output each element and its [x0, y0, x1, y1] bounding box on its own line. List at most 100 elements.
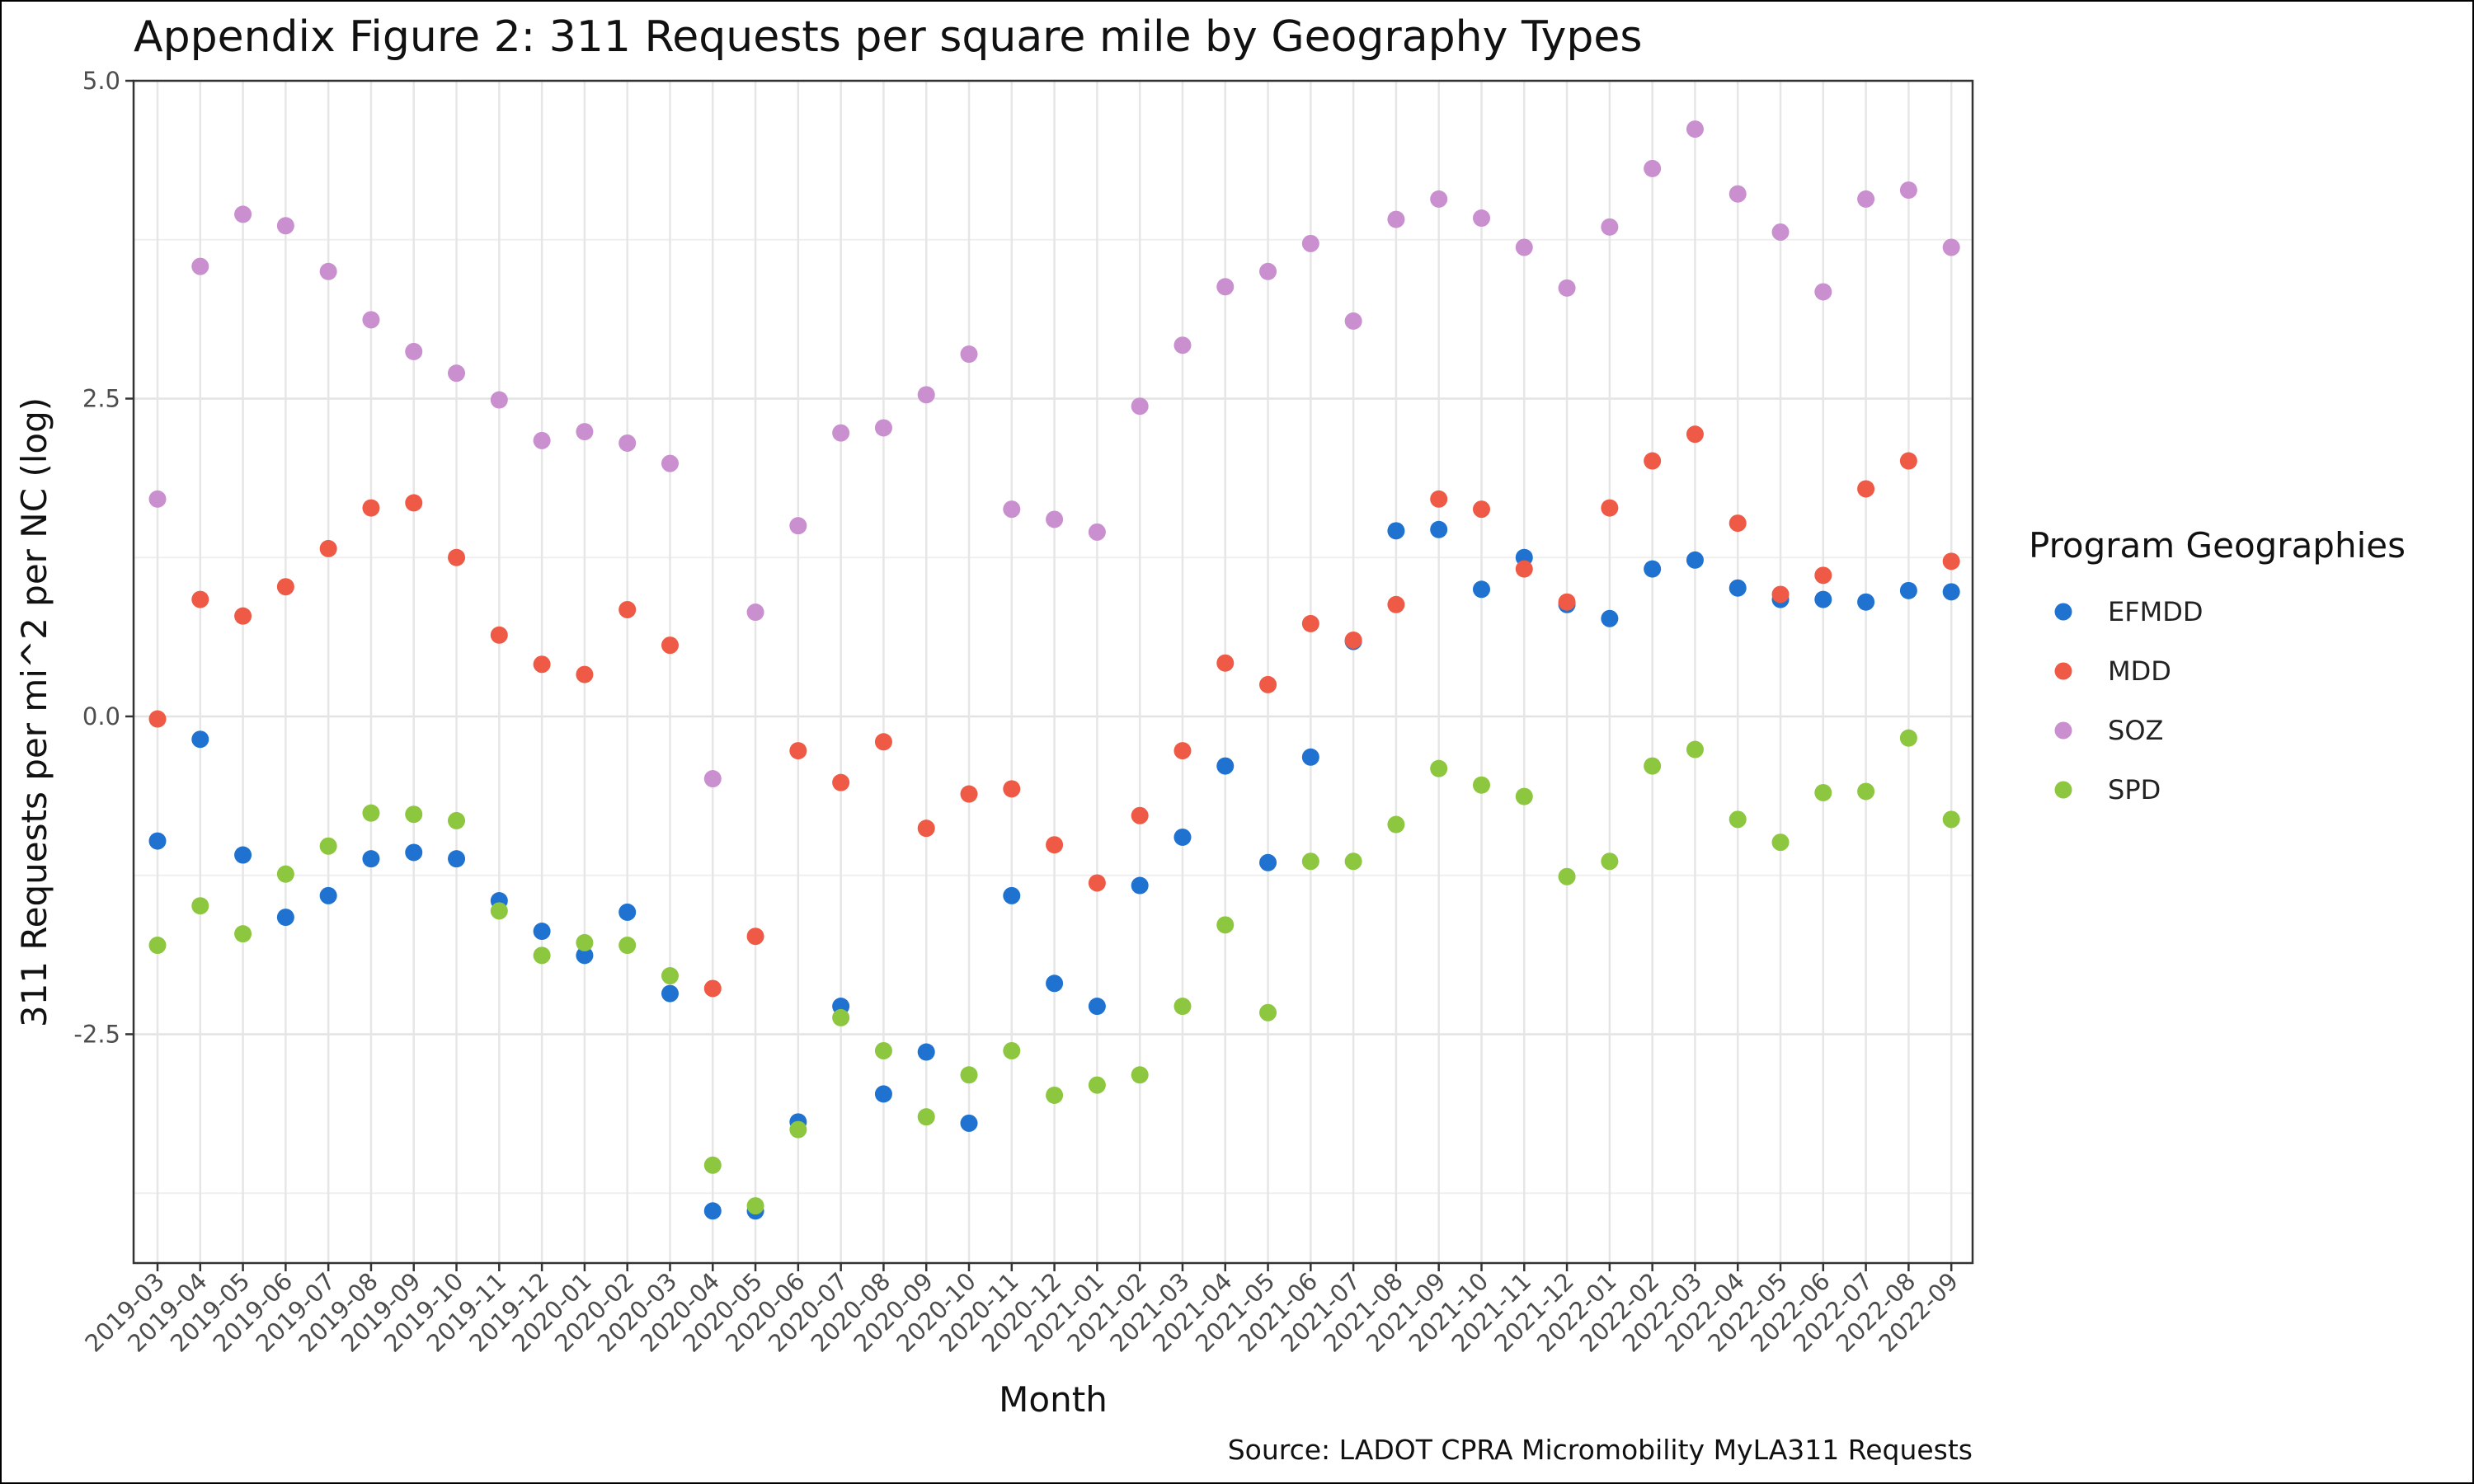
point-spd-2022-02 [1644, 757, 1662, 775]
point-mdd-2021-04 [1216, 654, 1235, 672]
point-soz-2021-07 [1344, 312, 1362, 330]
point-mdd-2021-07 [1344, 631, 1362, 649]
point-soz-2020-08 [874, 419, 892, 437]
point-efmdd-2022-06 [1814, 590, 1832, 608]
point-soz-2022-09 [1942, 238, 1960, 256]
point-soz-2021-05 [1259, 262, 1277, 280]
point-soz-2021-09 [1430, 190, 1448, 208]
point-mdd-2020-03 [661, 636, 679, 655]
point-soz-2020-11 [1003, 500, 1021, 519]
point-soz-2022-05 [1771, 223, 1790, 241]
point-soz-2019-11 [490, 391, 508, 409]
point-efmdd-2022-04 [1729, 579, 1747, 597]
legend-label-efmdd: EFMDD [2108, 596, 2204, 627]
point-soz-2019-06 [276, 217, 294, 235]
series-spd [148, 729, 1960, 1215]
point-spd-2022-03 [1686, 740, 1704, 758]
point-spd-2022-09 [1942, 810, 1960, 829]
point-spd-2021-11 [1515, 787, 1533, 805]
point-spd-2019-09 [405, 805, 423, 824]
point-efmdd-2019-08 [362, 850, 380, 868]
legend-label-soz: SOZ [2108, 715, 2163, 746]
point-efmdd-2020-09 [917, 1043, 935, 1061]
point-spd-2021-04 [1216, 916, 1235, 934]
source-caption: Source: LADOT CPRA Micromobility MyLA311… [1228, 1434, 1973, 1466]
point-spd-2019-11 [490, 902, 508, 920]
point-spd-2022-07 [1857, 782, 1875, 801]
point-mdd-2022-04 [1729, 514, 1747, 533]
y-tick-label: 0.0 [82, 702, 120, 730]
point-soz-2021-11 [1515, 238, 1533, 256]
y-tick-label: -2.5 [73, 1020, 120, 1048]
point-mdd-2019-03 [148, 710, 167, 728]
point-spd-2019-04 [191, 897, 209, 915]
point-spd-2020-07 [832, 1008, 850, 1026]
point-efmdd-2019-10 [448, 850, 466, 868]
point-mdd-2021-05 [1259, 675, 1277, 693]
point-efmdd-2022-03 [1686, 551, 1704, 569]
point-soz-2019-03 [148, 490, 167, 508]
point-spd-2020-12 [1046, 1086, 1064, 1104]
legend-key-soz [2054, 721, 2072, 740]
point-spd-2019-12 [533, 946, 551, 965]
point-mdd-2019-06 [276, 578, 294, 596]
point-mdd-2021-03 [1174, 742, 1192, 760]
point-soz-2022-07 [1857, 190, 1875, 208]
point-mdd-2020-09 [917, 819, 935, 838]
point-mdd-2020-02 [618, 600, 637, 618]
point-spd-2021-02 [1131, 1066, 1149, 1084]
point-efmdd-2020-10 [960, 1114, 978, 1132]
point-spd-2021-12 [1558, 867, 1576, 885]
point-efmdd-2021-03 [1174, 828, 1192, 846]
point-efmdd-2021-08 [1387, 522, 1405, 540]
point-mdd-2020-10 [960, 785, 978, 803]
point-soz-2020-09 [917, 386, 935, 404]
point-mdd-2020-11 [1003, 780, 1021, 798]
point-mdd-2022-01 [1601, 499, 1619, 517]
point-spd-2022-05 [1771, 834, 1790, 852]
point-mdd-2019-04 [191, 590, 209, 608]
point-mdd-2022-06 [1814, 566, 1832, 585]
legend-label-spd: SPD [2108, 774, 2161, 805]
point-soz-2019-10 [448, 364, 466, 383]
point-mdd-2022-02 [1644, 452, 1662, 470]
point-spd-2021-01 [1088, 1076, 1106, 1094]
point-efmdd-2019-05 [234, 846, 252, 864]
point-soz-2021-08 [1387, 210, 1405, 228]
series-soz [148, 120, 1960, 788]
point-mdd-2021-02 [1131, 806, 1149, 824]
point-mdd-2019-10 [448, 548, 466, 566]
point-mdd-2021-11 [1515, 560, 1533, 578]
plot-area: 5.02.50.0-2.52019-032019-042019-052019-0… [73, 67, 1974, 1358]
point-soz-2022-03 [1686, 120, 1704, 139]
point-soz-2022-06 [1814, 283, 1832, 301]
point-mdd-2021-12 [1558, 593, 1576, 611]
point-mdd-2019-05 [234, 607, 252, 625]
point-efmdd-2020-12 [1046, 974, 1064, 993]
point-efmdd-2021-09 [1430, 520, 1448, 538]
point-spd-2021-09 [1430, 759, 1448, 777]
point-efmdd-2020-04 [703, 1202, 722, 1220]
point-mdd-2021-09 [1430, 490, 1448, 508]
point-mdd-2020-05 [746, 928, 764, 946]
point-spd-2022-04 [1729, 810, 1747, 829]
legend-key-spd [2054, 781, 2072, 799]
point-spd-2020-10 [960, 1066, 978, 1084]
point-mdd-2020-12 [1046, 836, 1064, 854]
point-mdd-2019-12 [533, 655, 551, 674]
point-efmdd-2019-06 [276, 909, 294, 927]
point-soz-2021-12 [1558, 279, 1576, 297]
point-mdd-2022-03 [1686, 425, 1704, 444]
point-spd-2022-01 [1601, 852, 1619, 871]
point-spd-2022-06 [1814, 783, 1832, 801]
point-mdd-2022-08 [1899, 452, 1917, 470]
point-efmdd-2022-08 [1899, 581, 1917, 599]
point-mdd-2019-08 [362, 499, 380, 517]
point-mdd-2019-07 [319, 539, 337, 557]
point-mdd-2019-09 [405, 494, 423, 512]
legend-title: Program Geographies [2029, 525, 2406, 566]
point-spd-2020-04 [703, 1156, 722, 1174]
point-efmdd-2019-09 [405, 843, 423, 862]
point-soz-2020-02 [618, 434, 637, 452]
point-spd-2020-11 [1003, 1041, 1021, 1059]
